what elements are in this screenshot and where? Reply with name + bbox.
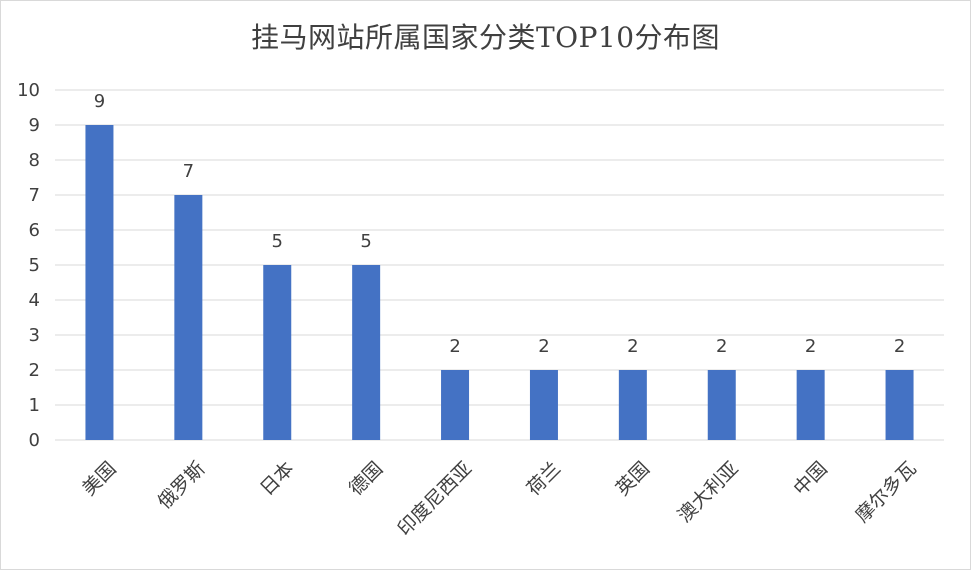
y-tick-label: 4 xyxy=(29,290,40,311)
x-category-label: 俄罗斯 xyxy=(154,458,210,514)
bar xyxy=(352,265,381,440)
y-tick-label: 2 xyxy=(29,360,40,381)
data-label: 5 xyxy=(272,231,283,252)
y-tick-label: 0 xyxy=(29,430,40,451)
bar xyxy=(174,195,203,440)
x-category-label: 摩尔多瓦 xyxy=(851,458,920,527)
data-label: 2 xyxy=(627,336,638,357)
x-category-label: 中国 xyxy=(789,458,831,500)
x-category-label: 荷兰 xyxy=(523,458,565,500)
x-category-label: 德国 xyxy=(345,458,387,500)
y-tick-label: 10 xyxy=(17,80,40,101)
y-tick-label: 6 xyxy=(29,220,40,241)
bar xyxy=(885,370,914,440)
bar xyxy=(618,370,647,440)
data-label: 5 xyxy=(360,231,371,252)
data-label: 2 xyxy=(716,336,727,357)
data-label: 2 xyxy=(538,336,549,357)
data-label: 7 xyxy=(183,161,194,182)
chart-title: 挂马网站所属国家分类TOP10分布图 xyxy=(250,21,721,54)
bar xyxy=(529,370,558,440)
x-category-label: 英国 xyxy=(612,458,654,500)
data-label: 9 xyxy=(94,91,105,112)
bar xyxy=(263,265,292,440)
data-label: 2 xyxy=(449,336,460,357)
data-label: 2 xyxy=(894,336,905,357)
bar xyxy=(796,370,825,440)
y-tick-label: 8 xyxy=(29,150,40,171)
y-tick-label: 9 xyxy=(29,115,40,136)
y-tick-label: 3 xyxy=(29,325,40,346)
bar xyxy=(441,370,470,440)
data-label: 2 xyxy=(805,336,816,357)
y-tick-label: 7 xyxy=(29,185,40,206)
y-tick-label: 1 xyxy=(29,395,40,416)
x-category-label: 澳大利亚 xyxy=(674,458,743,527)
x-category-label: 日本 xyxy=(256,458,298,500)
bar xyxy=(85,125,114,440)
x-category-label: 印度尼西亚 xyxy=(393,458,476,541)
x-category-label: 美国 xyxy=(78,458,120,500)
y-tick-label: 5 xyxy=(29,255,40,276)
bar xyxy=(707,370,736,440)
